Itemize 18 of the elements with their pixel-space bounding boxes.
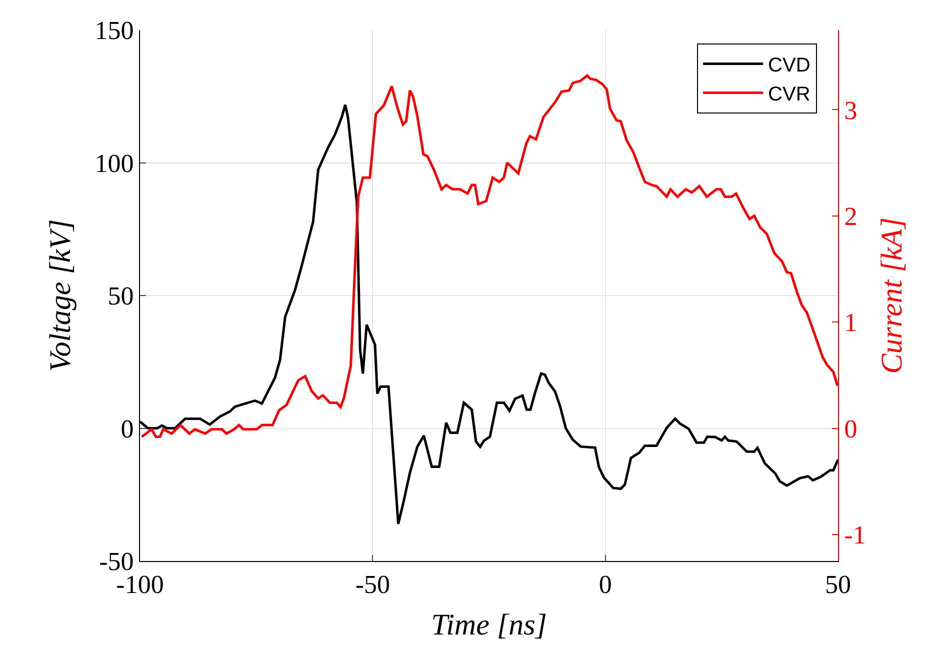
y2-tick-label: 0 <box>844 414 858 444</box>
x-tick-label: 0 <box>598 570 612 600</box>
y-tick-label: 100 <box>94 148 134 178</box>
line-series <box>140 74 838 438</box>
y2-tick-label: 1 <box>844 308 858 338</box>
y-tick-label: 0 <box>120 414 134 444</box>
y2-tick-label: 3 <box>844 96 858 125</box>
y-tick-label: 50 <box>108 282 134 311</box>
y-tick-label: 150 <box>94 16 134 46</box>
y2-axis-title: Current [kA] <box>875 217 908 374</box>
y-axis-title: Voltage [kV] <box>44 219 77 372</box>
legend-label: CVD <box>768 54 810 77</box>
legend-label: CVR <box>768 84 810 106</box>
y2-tick-label: 2 <box>844 202 858 231</box>
x-axis-title: Time [ns] <box>431 608 547 642</box>
x-tick-label: 50 <box>825 570 851 600</box>
x-tick-label: -50 <box>355 570 390 600</box>
y2-tick-label: -1 <box>844 520 866 550</box>
